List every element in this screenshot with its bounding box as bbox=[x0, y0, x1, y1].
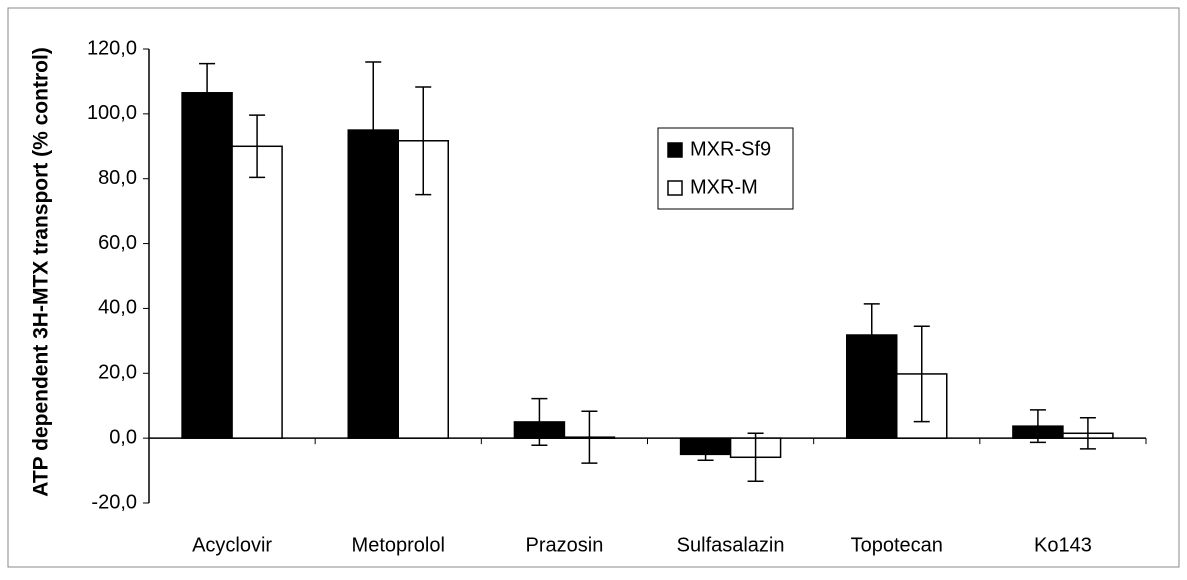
y-tick-label: 60,0 bbox=[98, 232, 137, 254]
y-tick-label: 20,0 bbox=[98, 362, 137, 384]
error-bar bbox=[747, 432, 764, 483]
y-tick-label: 80,0 bbox=[98, 167, 137, 189]
y-tick-label: 100,0 bbox=[87, 102, 137, 124]
x-tick-label: Topotecan bbox=[851, 534, 943, 556]
y-tick-label: 0,0 bbox=[109, 426, 137, 448]
y-tick-label: 120,0 bbox=[87, 37, 137, 59]
error-bar bbox=[581, 410, 598, 464]
error-bar bbox=[199, 62, 216, 123]
error-bar bbox=[863, 303, 880, 367]
legend-label: MXR-M bbox=[690, 176, 758, 198]
error-bar bbox=[415, 86, 432, 196]
x-tick-label: Acyclovir bbox=[192, 534, 272, 556]
error-bar bbox=[365, 61, 382, 199]
error-bar bbox=[697, 447, 714, 461]
x-tick-label: Metoprolol bbox=[352, 534, 445, 556]
error-bar bbox=[249, 114, 266, 179]
y-tick-label: -20,0 bbox=[91, 491, 137, 513]
error-bar bbox=[1079, 416, 1096, 450]
x-tick-label: Sulfasalazin bbox=[677, 534, 785, 556]
x-tick-label: Prazosin bbox=[526, 534, 604, 556]
error-bar bbox=[913, 325, 930, 423]
y-axis-title: ATP dependent 3H-MTX transport (% contro… bbox=[30, 47, 53, 497]
error-bar bbox=[1029, 409, 1046, 444]
x-tick-label: Ko143 bbox=[1034, 534, 1092, 556]
legend-swatch bbox=[667, 142, 683, 158]
y-tick-label: 40,0 bbox=[98, 297, 137, 319]
bar bbox=[181, 92, 233, 439]
legend-label: MXR-Sf9 bbox=[690, 138, 771, 160]
bar bbox=[231, 145, 283, 439]
error-bar bbox=[531, 397, 548, 447]
legend-swatch bbox=[667, 180, 683, 196]
